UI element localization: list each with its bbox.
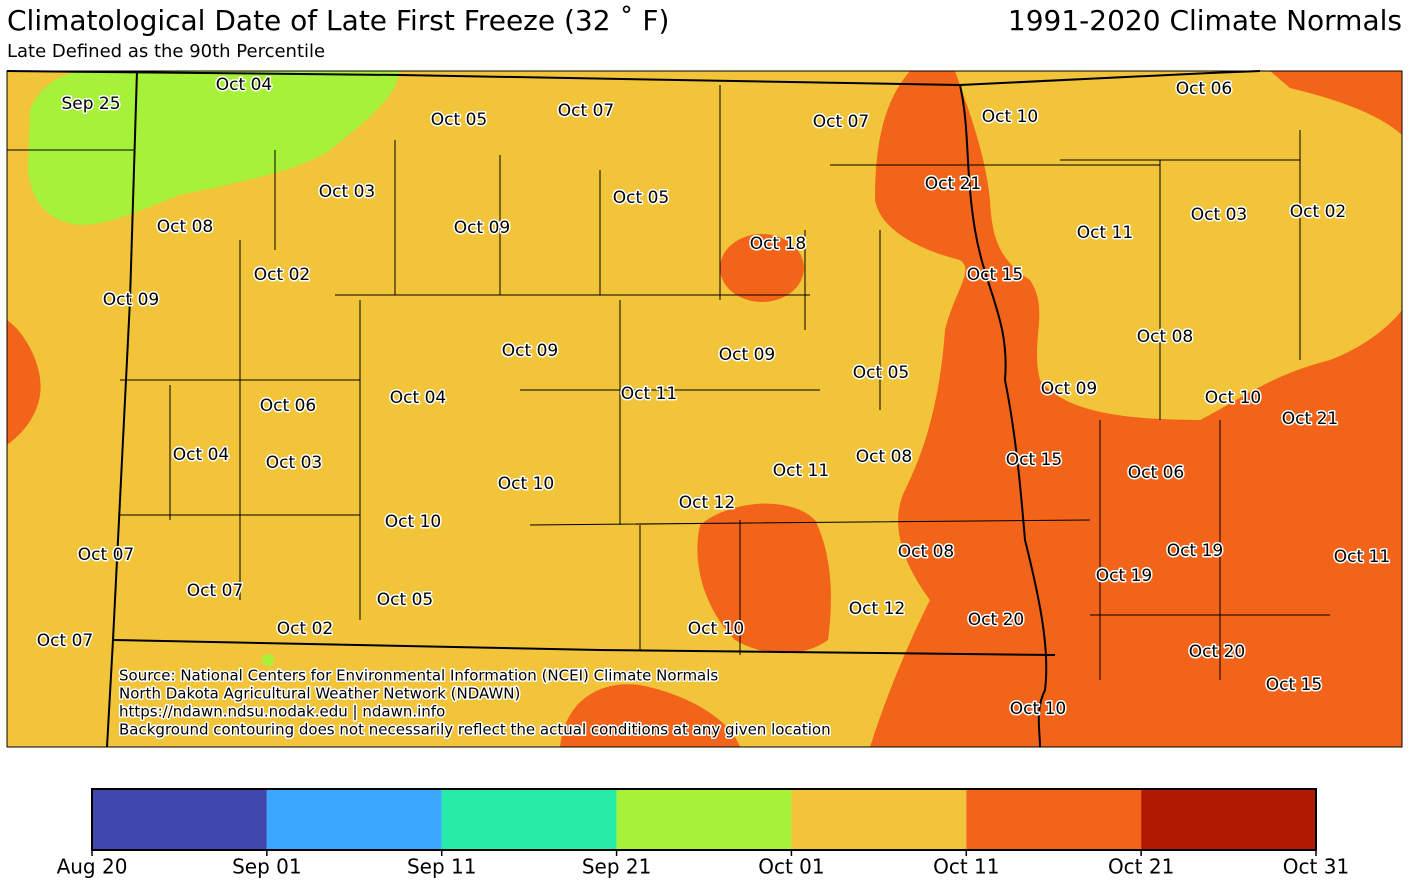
station-label: Oct 20: [968, 610, 1024, 630]
station-label: Oct 15: [1006, 450, 1062, 470]
station-label: Oct 10: [1205, 388, 1261, 408]
station-label: Oct 15: [967, 265, 1023, 285]
contour-orange: [560, 684, 740, 747]
station-label: Oct 15: [1266, 675, 1322, 695]
contour-orange: [697, 503, 831, 654]
source-notes: Source: National Centers for Environment…: [118, 665, 833, 740]
colorbar-label: Oct 11: [933, 855, 999, 879]
station-label: Oct 10: [982, 107, 1038, 127]
station-label: Oct 07: [37, 631, 93, 651]
colorbar-label: Sep 21: [582, 855, 652, 879]
county-lines: [7, 85, 1330, 680]
station-label: Oct 10: [688, 619, 744, 639]
title: Climatological Date of Late First Freeze…: [7, 4, 669, 37]
station-label: Oct 18: [750, 234, 806, 254]
contour-orange: [7, 320, 41, 445]
station-label: Oct 12: [849, 599, 905, 619]
station-label: Oct 06: [1176, 79, 1232, 99]
station-label: Oct 19: [1096, 566, 1152, 586]
station-label: Oct 09: [103, 290, 159, 310]
map: [6, 70, 1403, 748]
colorbar-label: Oct 31: [1283, 855, 1349, 879]
station-label: Oct 05: [613, 188, 669, 208]
station-label: Oct 09: [719, 345, 775, 365]
station-label: Oct 06: [1128, 463, 1184, 483]
contour-orange: [720, 234, 804, 302]
map-frame: [6, 70, 1403, 748]
station-label: Oct 04: [216, 75, 272, 95]
colorbar: Aug 20 Sep 01 Sep 11 Sep 21 Oct 01 Oct 11 Oct …: [57, 788, 1349, 879]
colorbar-label: Oct 21: [1108, 855, 1174, 879]
station-label: Oct 03: [319, 182, 375, 202]
contour-orange: [870, 71, 1402, 747]
colorbar-segment: [441, 789, 617, 850]
station-label: Oct 08: [1137, 327, 1193, 347]
station-label: Oct 07: [78, 545, 134, 565]
station-label: Oct 10: [385, 512, 441, 532]
station-label: Oct 11: [621, 384, 677, 404]
station-label: Oct 08: [856, 447, 912, 467]
station-label: Oct 10: [1010, 699, 1066, 719]
colorbar-segment: [616, 789, 792, 850]
colorbar-label: Oct 01: [758, 855, 824, 879]
colorbar-label: Aug 20: [57, 855, 128, 879]
colorbar-segment: [266, 789, 442, 850]
station-label: Oct 09: [454, 218, 510, 238]
station-label: Oct 08: [157, 217, 213, 237]
station-label: Oct 07: [187, 581, 243, 601]
station-label: Oct 05: [853, 363, 909, 383]
contour-green: [28, 71, 400, 225]
contour-green: [262, 654, 274, 666]
period: 1991-2020 Climate Normals: [1008, 4, 1402, 37]
colorbar-segment: [966, 789, 1142, 850]
station-label: Oct 07: [558, 101, 614, 121]
station-label: Oct 11: [773, 461, 829, 481]
colorbar-label: Sep 11: [407, 855, 477, 879]
colorbar-segment: [791, 789, 967, 850]
station-label: Oct 02: [1290, 202, 1346, 222]
station-label: Oct 21: [925, 174, 981, 194]
station-label: Oct 03: [266, 453, 322, 473]
colorbar-segment: [1141, 789, 1316, 850]
station-label: Oct 11: [1077, 223, 1133, 243]
station-label: Oct 05: [377, 590, 433, 610]
station-label: Oct 02: [277, 619, 333, 639]
station-label: Oct 09: [1041, 379, 1097, 399]
source-line: North Dakota Agricultural Weather Networ…: [119, 685, 520, 703]
station-label: Oct 02: [254, 265, 310, 285]
station-label: Oct 21: [1282, 409, 1338, 429]
station-labels: Sep 25 Oct 04 Oct 05 Oct 07 Oct 07 Oct 10 Oct …: [35, 74, 1391, 721]
station-label: Oct 10: [498, 474, 554, 494]
source-line: https://ndawn.ndsu.nodak.edu | ndawn.inf…: [119, 703, 445, 721]
source-line: Background contouring does not necessari…: [119, 721, 831, 739]
contour-orange: [1270, 71, 1402, 135]
station-label: Oct 05: [431, 110, 487, 130]
station-label: Oct 19: [1167, 541, 1223, 561]
subtitle: Late Defined as the 90th Percentile: [7, 41, 325, 62]
station-label: Oct 03: [1191, 205, 1247, 225]
station-label: Oct 12: [679, 493, 735, 513]
colorbar-segment: [92, 789, 267, 850]
state-lines: [6, 70, 1261, 748]
station-label: Oct 11: [1334, 547, 1390, 567]
station-label: Oct 07: [813, 112, 869, 132]
station-label: Sep 25: [61, 94, 120, 114]
station-label: Oct 04: [173, 445, 229, 465]
station-label: Oct 04: [390, 388, 446, 408]
station-label: Oct 06: [260, 396, 316, 416]
colorbar-frame: [91, 788, 1317, 851]
source-line: Source: National Centers for Environment…: [119, 667, 718, 685]
station-label: Oct 08: [898, 542, 954, 562]
colorbar-label: Sep 01: [232, 855, 302, 879]
station-label: Oct 20: [1189, 642, 1245, 662]
station-label: Oct 09: [502, 341, 558, 361]
